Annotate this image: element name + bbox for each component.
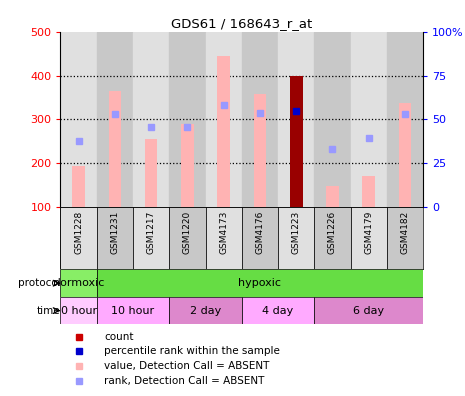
Text: 6 day: 6 day bbox=[353, 306, 384, 316]
Text: GSM1228: GSM1228 bbox=[74, 210, 83, 254]
Text: GSM1231: GSM1231 bbox=[110, 210, 120, 254]
Bar bbox=[169, 207, 206, 270]
Text: GSM4173: GSM4173 bbox=[219, 210, 228, 254]
Bar bbox=[133, 32, 169, 207]
Bar bbox=[242, 32, 278, 207]
Text: time: time bbox=[37, 306, 60, 316]
Bar bbox=[169, 32, 206, 207]
Bar bbox=[97, 32, 133, 207]
Text: GSM4179: GSM4179 bbox=[364, 210, 373, 254]
Text: GSM4176: GSM4176 bbox=[255, 210, 265, 254]
Text: GSM1223: GSM1223 bbox=[292, 210, 301, 254]
Bar bbox=[72, 166, 85, 207]
Bar bbox=[60, 297, 97, 324]
Bar bbox=[314, 297, 423, 324]
Bar bbox=[387, 32, 423, 207]
Text: hypoxic: hypoxic bbox=[239, 278, 281, 288]
Bar bbox=[60, 270, 97, 297]
Text: 0 hour: 0 hour bbox=[60, 306, 97, 316]
Bar bbox=[362, 176, 375, 207]
Bar bbox=[145, 139, 158, 207]
Bar bbox=[206, 32, 242, 207]
Text: protocol: protocol bbox=[18, 278, 60, 288]
Text: 10 hour: 10 hour bbox=[112, 306, 154, 316]
Bar bbox=[169, 297, 242, 324]
Bar bbox=[314, 207, 351, 270]
Text: GSM1217: GSM1217 bbox=[146, 210, 156, 254]
Title: GDS61 / 168643_r_at: GDS61 / 168643_r_at bbox=[171, 17, 312, 30]
Bar bbox=[206, 207, 242, 270]
Bar bbox=[290, 76, 303, 207]
Bar bbox=[278, 207, 314, 270]
Bar bbox=[326, 186, 339, 207]
Bar bbox=[181, 124, 194, 207]
Bar bbox=[387, 207, 423, 270]
Bar bbox=[314, 32, 351, 207]
Text: count: count bbox=[104, 331, 133, 341]
Bar bbox=[217, 56, 230, 207]
Bar bbox=[278, 32, 314, 207]
Bar bbox=[97, 207, 133, 270]
Bar bbox=[60, 32, 97, 207]
Bar bbox=[399, 103, 412, 207]
Text: 4 day: 4 day bbox=[262, 306, 294, 316]
Bar bbox=[253, 94, 266, 207]
Bar bbox=[133, 207, 169, 270]
Text: GSM1226: GSM1226 bbox=[328, 210, 337, 254]
Bar bbox=[97, 297, 169, 324]
Text: 2 day: 2 day bbox=[190, 306, 221, 316]
Text: normoxic: normoxic bbox=[53, 278, 104, 288]
Text: value, Detection Call = ABSENT: value, Detection Call = ABSENT bbox=[104, 361, 269, 371]
Bar bbox=[242, 207, 278, 270]
Text: GSM1220: GSM1220 bbox=[183, 210, 192, 254]
Text: GSM4182: GSM4182 bbox=[400, 210, 410, 254]
Bar bbox=[108, 91, 121, 207]
Bar bbox=[351, 32, 387, 207]
Text: rank, Detection Call = ABSENT: rank, Detection Call = ABSENT bbox=[104, 376, 264, 386]
Text: percentile rank within the sample: percentile rank within the sample bbox=[104, 346, 280, 356]
Bar bbox=[60, 207, 97, 270]
Bar bbox=[351, 207, 387, 270]
Bar bbox=[242, 297, 314, 324]
